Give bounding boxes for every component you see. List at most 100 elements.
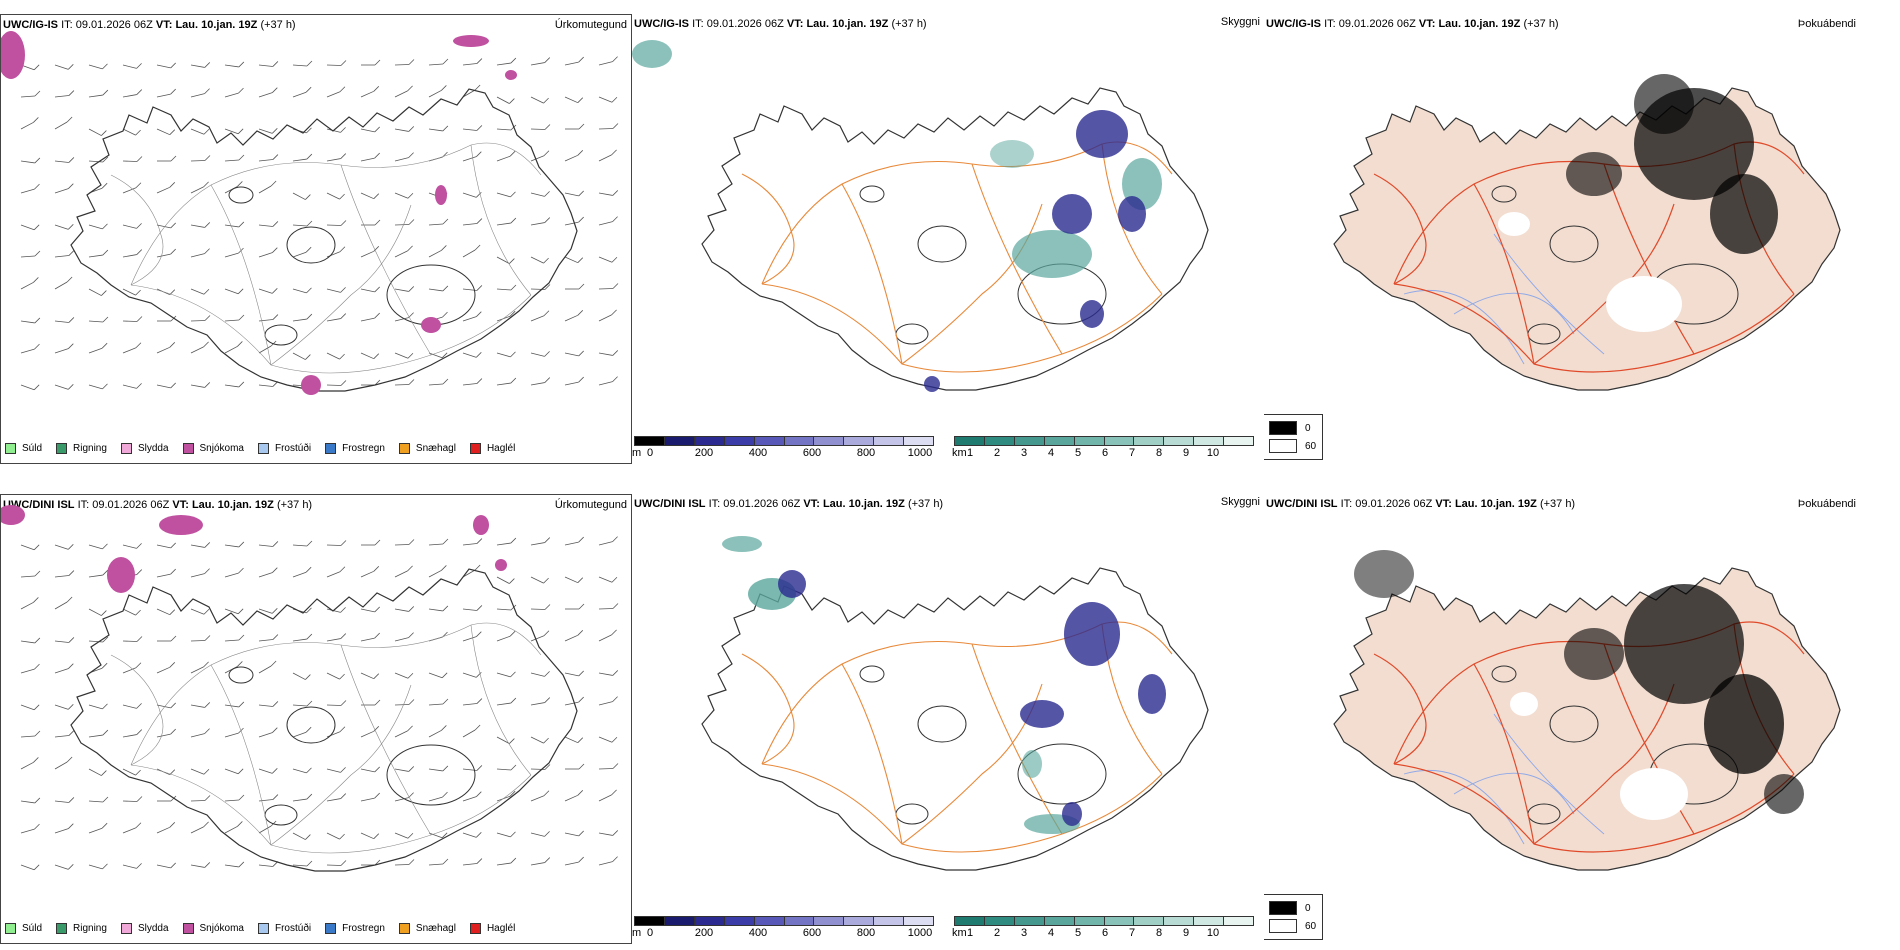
iceland-precip-map [1, 505, 619, 872]
scale-tick-label: 5 [1074, 447, 1082, 459]
fog-legend-row: 60 [1269, 917, 1316, 935]
legend-swatch [182, 442, 194, 454]
scale-bar [954, 436, 1254, 446]
ceiling-scale: 0 200 400 600 800 1000 m [632, 916, 934, 940]
legend-item: Slydda [120, 442, 169, 454]
legend-swatch [56, 922, 68, 934]
scale-step [874, 917, 905, 925]
legend-item: Súld [5, 922, 43, 934]
legend-item: Snjókoma [182, 922, 244, 934]
scale-bar [954, 916, 1254, 926]
fog-index-light [1498, 212, 1682, 332]
fog-legend: 0 60 [1264, 414, 1324, 460]
legend-label: Slydda [137, 442, 169, 454]
scale-tick-label: 600 [802, 447, 822, 459]
legend-item: Snæhagl [398, 922, 456, 934]
scale-step [784, 917, 815, 925]
scale-tick-label: 2 [993, 927, 1001, 939]
low-ceiling-areas [924, 110, 1146, 392]
legend-item: Frostregn [325, 922, 385, 934]
legend-swatch [398, 922, 410, 934]
scale-step [724, 917, 755, 925]
scale-tick-label: 6 [1101, 927, 1109, 939]
scale-tick-label: 8 [1155, 447, 1163, 459]
scale-tick-label: 800 [856, 447, 876, 459]
legend-swatch [56, 442, 68, 454]
scale-step [814, 437, 845, 445]
scale-tick-label: 8 [1155, 927, 1163, 939]
scale-step [1044, 437, 1075, 445]
legend-swatch [120, 922, 132, 934]
legend-label: Frostregn [342, 442, 385, 454]
legend-swatch [325, 922, 337, 934]
fog-index-light [1510, 692, 1688, 820]
fog-legend-swatch [1269, 919, 1297, 933]
scale-unit: m [632, 927, 642, 939]
iceland-visibility-map [701, 536, 1209, 871]
iceland-coastline [701, 87, 1209, 391]
scale-step [724, 437, 755, 445]
fog-legend-label: 60 [1305, 440, 1317, 452]
scale-tick-label: 1 [966, 927, 974, 939]
scale-ticks: 0 200 400 600 800 1000 [634, 926, 934, 940]
scale-bar [634, 916, 934, 926]
scale-tick-label: 2 [993, 447, 1001, 459]
fog-legend-label: 0 [1305, 902, 1311, 914]
scale-tick-label: 5 [1074, 927, 1082, 939]
legend-label: Frostregn [342, 922, 385, 934]
scale-step [694, 437, 725, 445]
param-label: Skyggni [1220, 16, 1260, 28]
glacier-outlines [228, 186, 476, 346]
scale-step [1014, 437, 1045, 445]
legend-swatch [325, 442, 337, 454]
scale-step [1134, 437, 1165, 445]
scale-unit: km [952, 447, 967, 459]
legend-swatch [120, 442, 132, 454]
scale-step [874, 437, 905, 445]
glacier-outlines [228, 666, 476, 826]
wind-barbs [20, 56, 619, 391]
scale-tick-label: 10 [1206, 927, 1220, 939]
scale-step [1164, 437, 1195, 445]
scale-tick-label: 3 [1020, 447, 1028, 459]
scale-tick-label: 200 [694, 927, 714, 939]
legend-item: Frostúði [257, 922, 311, 934]
legend-label: Haglél [486, 922, 516, 934]
fog-legend-label: 60 [1305, 920, 1317, 932]
scale-tick-label: 7 [1128, 447, 1136, 459]
visibility-scale: 1 2 3 4 5 6 7 8 9 10 km [952, 436, 1254, 460]
panel-header: UWC/IG-IS IT: 09.01.2026 06Z VT: Lau. 10… [1266, 18, 1559, 30]
scale-step [754, 437, 785, 445]
scale-step [1134, 917, 1165, 925]
panel-header: UWC/IG-IS IT: 09.01.2026 06Z VT: Lau. 10… [3, 19, 296, 31]
iceland-coastline [70, 568, 578, 872]
fog-legend-label: 0 [1305, 422, 1311, 434]
scale-step [844, 437, 875, 445]
scale-step [1194, 917, 1225, 925]
scale-step [784, 437, 815, 445]
legend-label: Súld [22, 922, 43, 934]
panel-header: UWC/IG-IS IT: 09.01.2026 06Z VT: Lau. 10… [634, 18, 927, 30]
fog-panel-1: UWC/IG-IS IT: 09.01.2026 06Z VT: Lau. 10… [1264, 14, 1900, 464]
scale-step [955, 437, 985, 445]
legend-item: Slydda [120, 922, 169, 934]
visibility-scale: 1 2 3 4 5 6 7 8 9 10 km [952, 916, 1254, 940]
scale-unit: km [952, 927, 967, 939]
scale-ticks: 0 200 400 600 800 1000 [634, 446, 934, 460]
legend-swatch [469, 922, 481, 934]
legend-swatch [469, 442, 481, 454]
legend-item: Frostregn [325, 442, 385, 454]
legend-label: Snæhagl [415, 922, 456, 934]
fog-legend-row: 60 [1269, 437, 1316, 455]
legend-item: Súld [5, 442, 42, 454]
iceland-coastline [70, 88, 578, 392]
legend-label: Snæhagl [415, 442, 456, 454]
scale-step [635, 917, 665, 925]
legend-swatch [398, 442, 410, 454]
fog-legend-row: 0 [1269, 899, 1316, 917]
scale-tick-label: 6 [1101, 447, 1109, 459]
legend-item: Frostúði [257, 442, 311, 454]
road-network [741, 141, 1173, 373]
scale-step [664, 917, 695, 925]
panel-header: UWC/DINI ISL IT: 09.01.2026 06Z VT: Lau.… [634, 498, 944, 510]
